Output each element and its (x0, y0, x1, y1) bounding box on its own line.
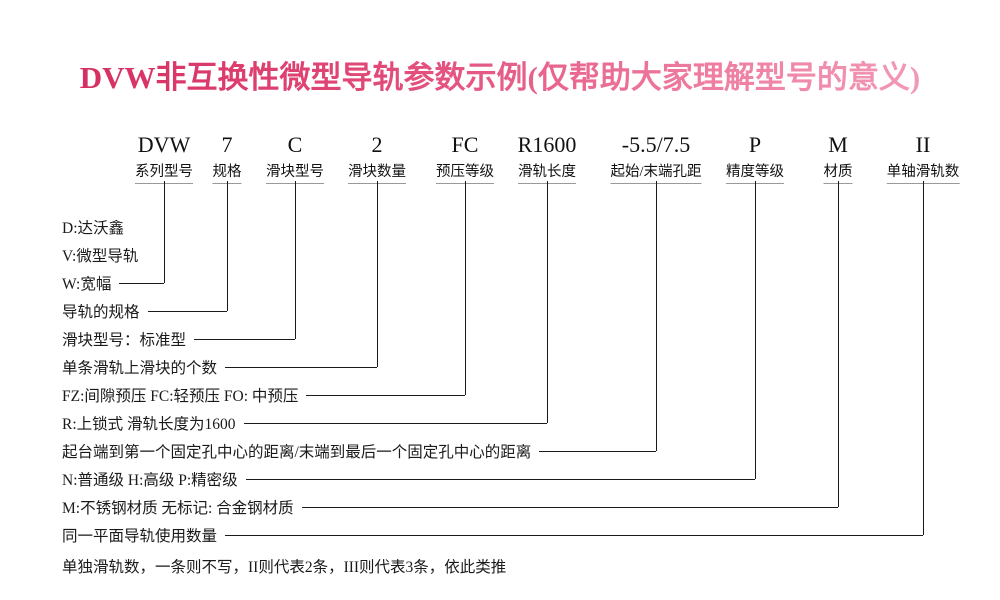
code-token-2: C (287, 132, 303, 157)
connector-vertical-6 (465, 181, 467, 395)
connector-horizontal-8 (539, 451, 656, 453)
legend-row-11: 同一平面导轨使用数量 (62, 528, 218, 545)
legend-row-4: 滑块型号：标准型 (62, 332, 187, 349)
legend-row-10: M:不锈钢材质 无标记: 合金钢材质 (62, 500, 294, 517)
connector-vertical-7 (547, 181, 549, 423)
code-token-8: M (828, 132, 848, 157)
legend-footnote: 单独滑轨数，一条则不写，II则代表2条，III则代表3条，依此类推 (62, 559, 507, 576)
connector-horizontal-10 (301, 507, 838, 509)
connector-vertical-2 (164, 181, 166, 283)
code-token-9: II (915, 132, 931, 157)
connector-horizontal-3 (147, 311, 227, 313)
connector-horizontal-11 (225, 535, 923, 537)
connector-horizontal-5 (225, 367, 377, 369)
code-token-6: -5.5/7.5 (621, 132, 691, 157)
code-token-0: DVW (137, 132, 191, 157)
code-token-4: FC (451, 132, 479, 157)
connector-vertical-11 (923, 181, 925, 535)
connector-vertical-9 (755, 181, 757, 479)
connector-vertical-4 (295, 181, 297, 339)
code-token-5: R1600 (517, 132, 577, 157)
connector-vertical-3 (227, 181, 229, 311)
connector-horizontal-7 (243, 423, 547, 425)
legend-row-5: 单条滑轨上滑块的个数 (62, 360, 218, 377)
legend-row-2: W:宽幅 (62, 276, 112, 293)
connector-vertical-8 (656, 181, 658, 451)
code-token-1: 7 (221, 132, 233, 157)
page-title: DVW非互换性微型导轨参数示例(仅帮助大家理解型号的意义) (0, 52, 1000, 97)
connector-horizontal-2 (119, 283, 164, 285)
connector-vertical-5 (377, 181, 379, 367)
connector-horizontal-6 (306, 395, 465, 397)
code-token-7: P (748, 132, 762, 157)
code-token-3: 2 (371, 132, 383, 157)
connector-vertical-10 (838, 181, 840, 507)
legend-row-1: V:微型导轨 (62, 248, 139, 265)
legend-row-9: N:普通级 H:高级 P:精密级 (62, 472, 238, 489)
connector-horizontal-9 (245, 479, 755, 481)
legend-row-6: FZ:间隙预压 FC:轻预压 FO: 中预压 (62, 388, 299, 405)
legend-row-7: R:上锁式 滑轨长度为1600 (62, 416, 236, 433)
legend-row-8: 起台端到第一个固定孔中心的距离/末端到最后一个固定孔中心的距离 (62, 444, 532, 461)
connector-horizontal-4 (194, 339, 295, 341)
legend-row-0: D:达沃鑫 (62, 220, 125, 237)
legend-row-3: 导轨的规格 (62, 304, 140, 321)
